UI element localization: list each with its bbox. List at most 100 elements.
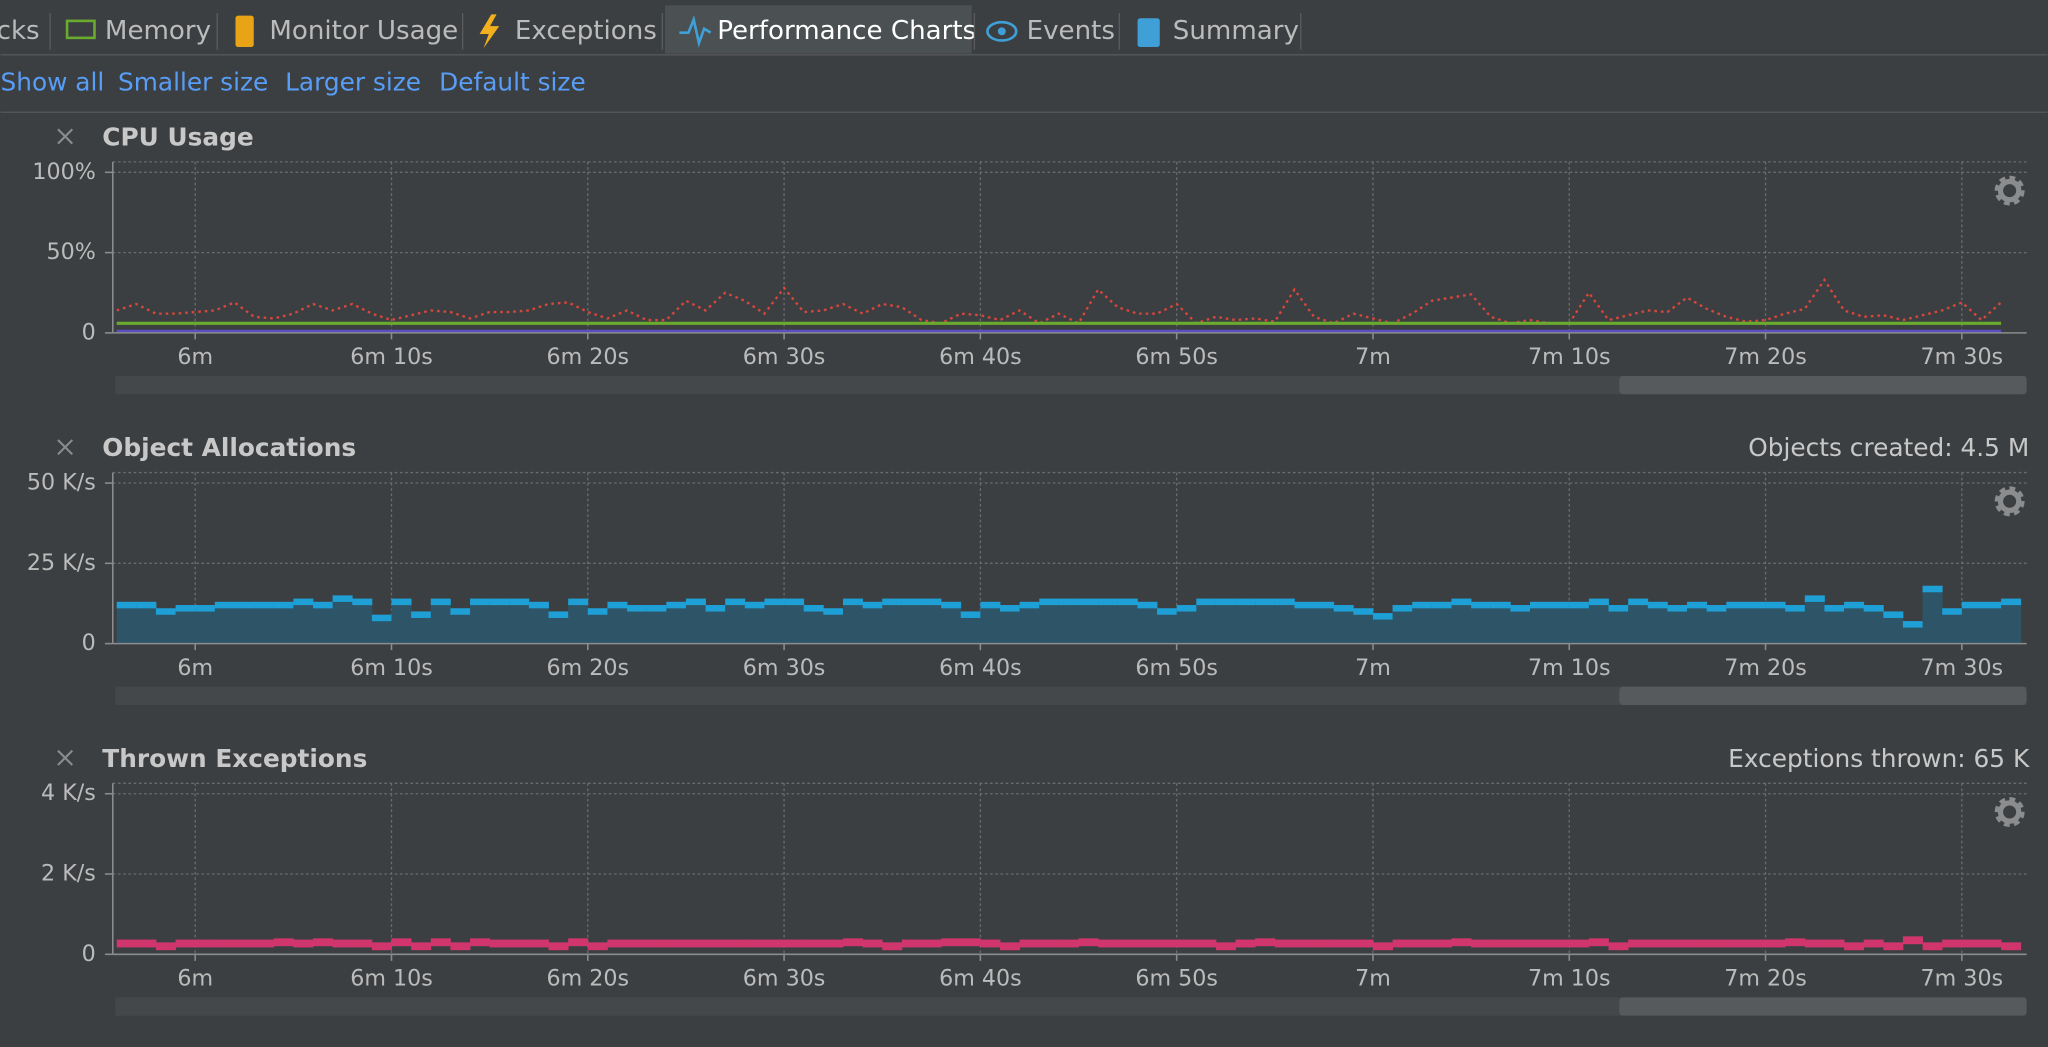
tab[interactable]: Events xyxy=(1027,16,1115,46)
bar xyxy=(568,938,589,947)
bar xyxy=(1726,939,1747,948)
bar xyxy=(293,601,314,644)
bar-top xyxy=(1274,598,1295,606)
toolbar-link[interactable]: Default size xyxy=(439,68,586,97)
bar-top xyxy=(1529,601,1551,609)
bar xyxy=(430,938,451,947)
bar xyxy=(116,939,137,948)
bar-top xyxy=(803,605,824,612)
bar xyxy=(1157,939,1178,948)
bar xyxy=(1255,938,1276,947)
bar xyxy=(1529,605,1551,644)
bar-top xyxy=(1137,601,1158,609)
monitor-icon xyxy=(235,15,254,47)
tab[interactable]: Exceptions xyxy=(515,16,657,46)
bar-top xyxy=(744,601,765,609)
bar xyxy=(1412,605,1433,644)
bar-top xyxy=(1451,598,1472,606)
bar-top xyxy=(1510,605,1531,612)
bar xyxy=(1785,608,1806,644)
bar xyxy=(1372,616,1393,644)
bar xyxy=(1785,938,1806,947)
bar xyxy=(1824,939,1845,948)
bar xyxy=(1588,601,1609,644)
tab[interactable]: Memory xyxy=(105,16,211,46)
bar xyxy=(1137,939,1158,948)
bar xyxy=(1471,939,1492,948)
bar xyxy=(803,939,824,948)
bar-top xyxy=(764,598,785,606)
scrollbar-thumb[interactable] xyxy=(1619,375,2027,395)
bar xyxy=(509,939,530,948)
tab[interactable]: cks xyxy=(0,16,40,46)
bar xyxy=(1117,601,1138,644)
bar xyxy=(1215,601,1236,644)
x-tick-label: 7m 10s xyxy=(1528,655,1611,681)
bar xyxy=(1569,605,1590,644)
y-tick-label: 25 K/s xyxy=(27,550,96,576)
y-tick-label: 0 xyxy=(82,319,96,345)
chart-summary: Exceptions thrown: 65 K xyxy=(1728,744,2030,773)
memory-icon xyxy=(65,19,96,40)
tab[interactable]: Summary xyxy=(1173,16,1299,46)
bar xyxy=(214,605,235,644)
bar xyxy=(1922,589,1943,644)
bar xyxy=(705,939,726,948)
chart-title: Thrown Exceptions xyxy=(102,744,367,773)
bar xyxy=(1490,605,1511,644)
bar xyxy=(1647,939,1668,948)
close-button[interactable] xyxy=(57,439,74,456)
bar xyxy=(1314,939,1335,948)
bar-top xyxy=(1392,605,1413,612)
bar xyxy=(175,608,196,644)
bar xyxy=(155,611,176,644)
bar-top xyxy=(450,608,471,615)
bar-top xyxy=(1628,598,1649,606)
bar xyxy=(685,601,706,644)
bar xyxy=(941,605,962,644)
bar-top xyxy=(901,598,922,606)
x-tick-label: 7m 30s xyxy=(1921,966,2004,992)
scrollbar-thumb[interactable] xyxy=(1619,686,2027,705)
bar xyxy=(1588,938,1609,947)
toolbar-link[interactable]: Smaller size xyxy=(118,68,268,97)
chart-summary: Objects created: 4.5 M xyxy=(1748,433,2029,462)
bar-top xyxy=(1922,585,1943,593)
bar xyxy=(1274,939,1295,948)
bar xyxy=(136,939,157,948)
toolbar-link[interactable]: Show all xyxy=(0,68,104,97)
bar xyxy=(1019,605,1040,644)
close-button[interactable] xyxy=(57,749,74,766)
bar xyxy=(1706,939,1727,948)
y-tick-label: 50% xyxy=(46,239,95,265)
bar xyxy=(1961,605,1982,644)
bar xyxy=(1333,939,1354,948)
bar xyxy=(312,605,334,644)
bar xyxy=(1961,939,1982,948)
bar xyxy=(411,942,432,951)
close-button[interactable] xyxy=(57,128,74,145)
bar xyxy=(842,938,863,947)
bar-top xyxy=(1412,601,1433,609)
bar-top xyxy=(1471,601,1492,609)
bar-top xyxy=(587,608,608,615)
bar xyxy=(116,605,137,644)
bar-top xyxy=(1215,598,1236,606)
perf-icon xyxy=(679,15,712,48)
bar xyxy=(430,601,451,644)
bar xyxy=(1942,939,1963,948)
bar-top xyxy=(1490,601,1511,609)
y-tick-label: 100% xyxy=(32,159,95,185)
toolbar-link[interactable]: Larger size xyxy=(285,68,421,97)
bar xyxy=(352,939,373,948)
bar xyxy=(470,601,491,644)
bar xyxy=(489,601,510,644)
bar xyxy=(528,939,549,948)
tab[interactable]: Monitor Usage xyxy=(269,16,458,46)
bar xyxy=(607,605,628,644)
scrollbar-thumb[interactable] xyxy=(1619,997,2027,1016)
bar xyxy=(214,939,235,948)
bar xyxy=(764,939,785,948)
tab[interactable]: Performance Charts xyxy=(717,16,976,46)
bar xyxy=(784,601,805,644)
